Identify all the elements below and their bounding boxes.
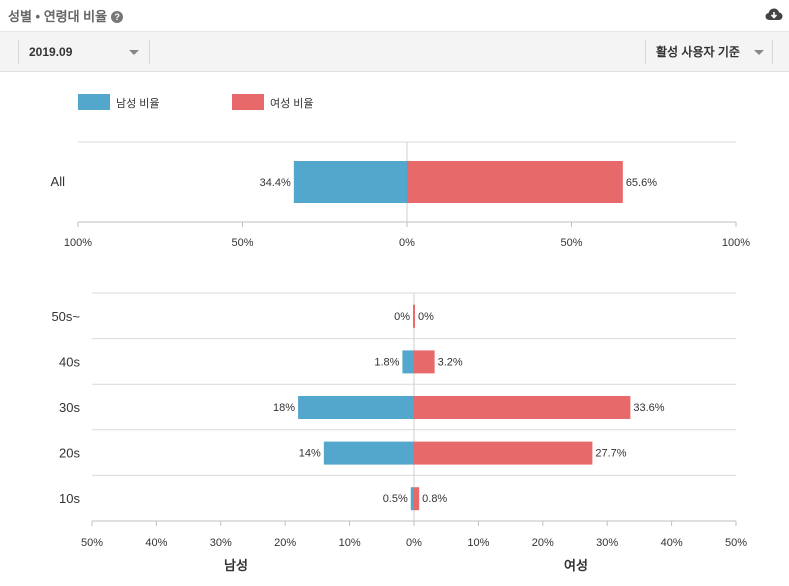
x-tick-label: 20% [274,537,296,549]
bar-male-all [293,161,407,203]
x-tick-label: 50% [560,237,582,249]
caret-down-icon [754,50,764,55]
bar-male [323,441,414,465]
x-tick-label: 10% [339,537,361,549]
legend-swatch-female [232,94,264,110]
date-select[interactable]: 2019.09 [18,40,150,64]
bar-male [298,396,414,419]
x-tick-label: 10% [467,537,489,549]
question-circle-icon[interactable]: ? [111,11,124,23]
x-tick-label: 0% [406,537,422,549]
legend-label-female: 여성 비율 [270,97,314,110]
category-label: 10s [59,491,80,506]
value-label-male: 34.4% [260,177,291,189]
bar-female [414,487,420,511]
x-tick-label: 30% [210,537,232,549]
x-tick-label: 0% [399,237,415,249]
value-label-male: 14% [299,448,321,460]
x-tick-label: 20% [532,537,554,549]
x-tick-label: 50% [725,537,747,549]
x-tick-label: 100% [722,237,750,249]
category-label: 20s [59,446,80,461]
value-label-female: 0% [418,311,434,323]
bar-female [414,441,593,465]
filter-toolbar: 2019.09 활성 사용자 기준 [0,32,789,72]
bar-female [414,350,435,374]
x-tick-label: 40% [661,537,683,549]
legend-swatch-male [78,94,110,110]
value-label-male: 1.8% [374,356,399,368]
value-label-female: 33.6% [633,402,664,414]
x-tick-label: 50% [231,237,253,249]
category-label: All [51,174,66,189]
value-label-female: 65.6% [626,177,657,189]
x-axis-label-male: 남성 [224,558,248,573]
bar-male [402,350,414,374]
x-tick-label: 40% [145,537,167,549]
cloud-download-icon[interactable] [765,7,783,21]
bar-male [413,304,414,328]
date-select-value: 2019.09 [29,45,73,59]
basis-select[interactable]: 활성 사용자 기준 [645,40,773,64]
bar-female [414,304,415,328]
value-label-male: 18% [273,402,295,414]
bar-female [414,396,631,419]
legend-label-male: 남성 비율 [116,97,160,110]
bar-female-all [407,161,623,203]
x-axis-label-female: 여성 [564,558,588,573]
x-tick-label: 50% [81,537,103,549]
value-label-female: 27.7% [595,448,626,460]
panel-header: 성별 • 연령대 비율? [0,0,789,32]
category-label: 50s~ [51,309,80,324]
value-label-male: 0% [394,311,410,323]
gender-age-chart: 남성 비율 여성 비율 100% 50% 0% 50% 100% All 34.4% 65.6% 5… [51,94,750,573]
basis-select-value: 활성 사용자 기준 [656,45,740,59]
category-label: 30s [59,400,80,415]
panel-title: 성별 • 연령대 비율? [8,6,124,25]
value-label-female: 3.2% [438,356,463,368]
caret-down-icon [129,50,139,55]
value-label-male: 0.5% [383,493,408,505]
category-label: 40s [59,354,80,369]
x-tick-label: 100% [64,237,92,249]
bar-male [410,487,414,511]
value-label-female: 0.8% [422,493,447,505]
x-tick-label: 30% [596,537,618,549]
panel-title-text: 성별 • 연령대 비율 [8,9,108,24]
